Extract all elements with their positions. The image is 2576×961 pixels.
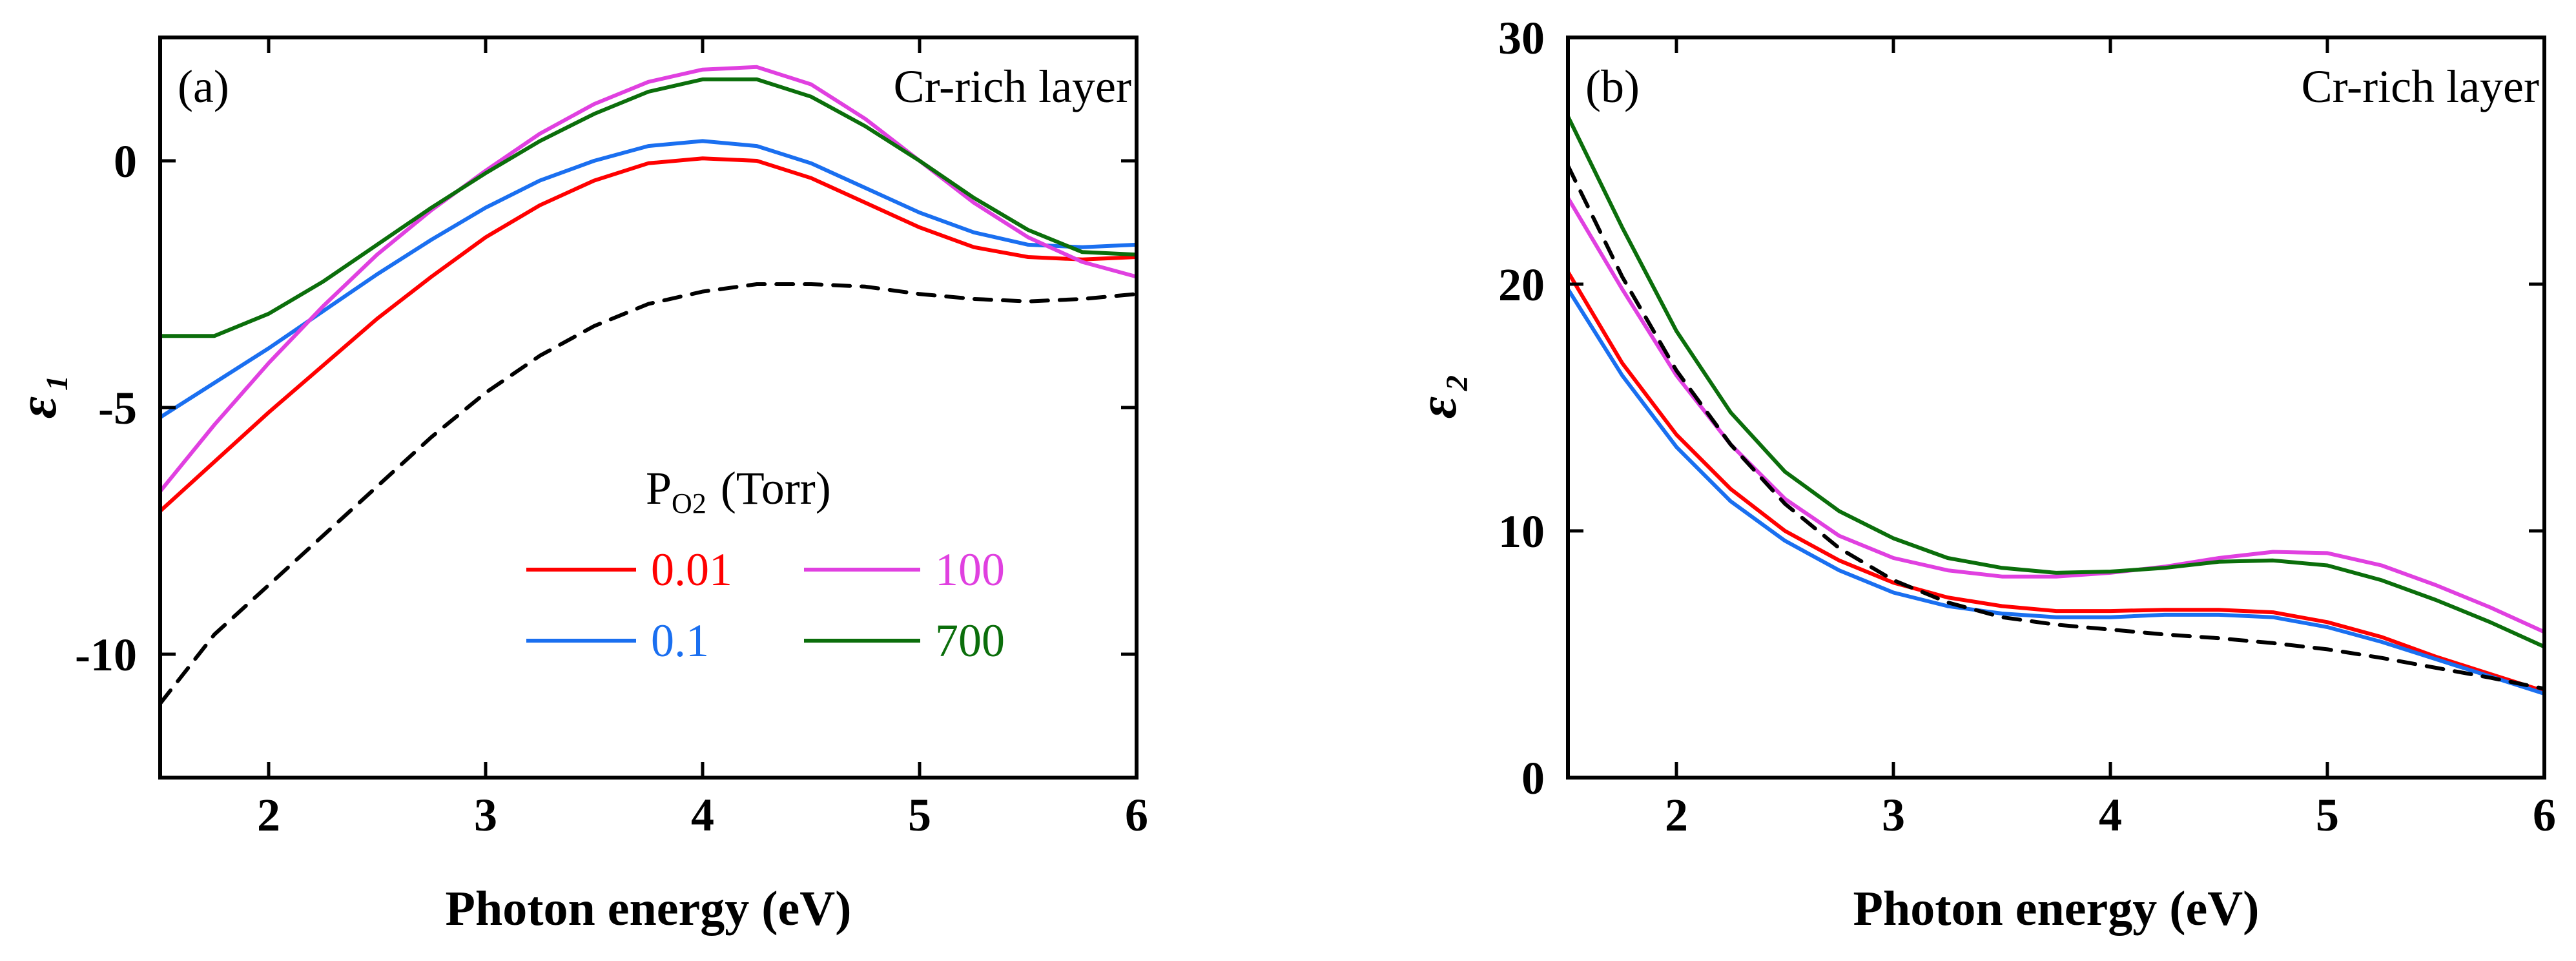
- panel-b-xtick-label-3: 3: [1882, 789, 1905, 841]
- panel-b-xtick-label-6: 6: [2533, 789, 2556, 841]
- panel-a-label: (a): [178, 61, 229, 112]
- panel-a-ytick-label-0: 0: [114, 136, 137, 187]
- panel-b-frame: [1566, 36, 2546, 780]
- panel-a-series-100: [158, 65, 1139, 493]
- panel-a-y-axis-title: ε 1: [8, 375, 74, 418]
- legend-label-0.1: 0.1: [651, 615, 709, 666]
- panel-b: 2 3 4 5 6 0 10 20 30 (b) Cr-rich layer Photon en…: [1408, 12, 2556, 936]
- legend-entry-0.1: 0.1: [526, 615, 709, 666]
- legend-title-sub: O2: [672, 488, 706, 519]
- panel-b-y-axis-title: ε 2: [1408, 375, 1474, 418]
- panel-a-series-0.1: [158, 139, 1139, 420]
- panel-a-ylabel-symbol: ε: [8, 397, 68, 418]
- panel-b-label: (b): [1585, 61, 1640, 112]
- legend-label-0.01: 0.01: [651, 544, 732, 595]
- panel-b-series-0.01: [1566, 269, 2546, 694]
- panel-b-ytick-label-20: 20: [1498, 259, 1545, 311]
- panel-b-series: [1566, 114, 2546, 696]
- legend-title-main: P: [646, 462, 672, 514]
- panel-a-series: [158, 65, 1139, 706]
- legend: PO2 (Torr) 0.01 0.1 100 700: [526, 462, 1005, 666]
- panel-b-ticks: 2 3 4 5 6 0 10 20 30: [1498, 12, 2556, 841]
- panel-b-annotation: Cr-rich layer: [2302, 61, 2539, 112]
- panel-a-frame: [158, 36, 1139, 780]
- panel-b-ytick-label-30: 30: [1498, 12, 1545, 64]
- panel-b-series-100: [1566, 196, 2546, 634]
- panel-b-ylabel-symbol: ε: [1408, 397, 1468, 418]
- panel-b-series-0.1: [1566, 287, 2546, 696]
- panel-b-ylabel-subscript: 2: [1440, 375, 1474, 391]
- panel-a-xtick-label-5: 5: [908, 789, 931, 841]
- legend-title: PO2 (Torr): [646, 462, 831, 519]
- panel-a-x-axis-title: Photon energy (eV): [446, 882, 852, 936]
- panel-a-series-reference: [158, 282, 1139, 706]
- legend-entry-0.01: 0.01: [526, 544, 732, 595]
- panel-b-xtick-label-5: 5: [2316, 789, 2339, 841]
- panel-b-x-axis-title: Photon energy (eV): [1853, 882, 2260, 936]
- panel-a-series-0.01: [158, 156, 1139, 513]
- legend-entry-700: 700: [804, 615, 1005, 666]
- panel-a-xtick-label-3: 3: [474, 789, 497, 841]
- panel-b-ytick-label-0: 0: [1521, 752, 1545, 804]
- panel-a-xtick-label-6: 6: [1125, 789, 1148, 841]
- legend-entry-100: 100: [804, 544, 1005, 595]
- panel-a-ticks: 2 3 4 5 6 -10 -5 0: [75, 37, 1148, 841]
- panel-a-ylabel-subscript: 1: [40, 375, 74, 391]
- legend-label-100: 100: [935, 544, 1005, 595]
- legend-title-unit: (Torr): [721, 462, 831, 514]
- legend-label-700: 700: [935, 615, 1005, 666]
- panel-a-ytick-label--10: -10: [75, 629, 137, 681]
- panel-a-xtick-label-4: 4: [691, 789, 714, 841]
- panel-b-series-reference: [1566, 163, 2546, 691]
- panel-b-xtick-label-2: 2: [1665, 789, 1688, 841]
- panel-a-ytick-label--5: -5: [98, 382, 137, 434]
- panel-b-xtick-label-4: 4: [2099, 789, 2122, 841]
- panel-b-series-700: [1566, 114, 2546, 649]
- panel-b-ytick-label-10: 10: [1498, 506, 1545, 557]
- panel-a-series-700: [158, 77, 1139, 338]
- panel-a-annotation: Cr-rich layer: [894, 61, 1131, 112]
- panel-a-xtick-label-2: 2: [257, 789, 280, 841]
- panel-a: 2 3 4 5 6 -10 -5 0 (a) Cr-rich layer Photon ene…: [8, 36, 1148, 936]
